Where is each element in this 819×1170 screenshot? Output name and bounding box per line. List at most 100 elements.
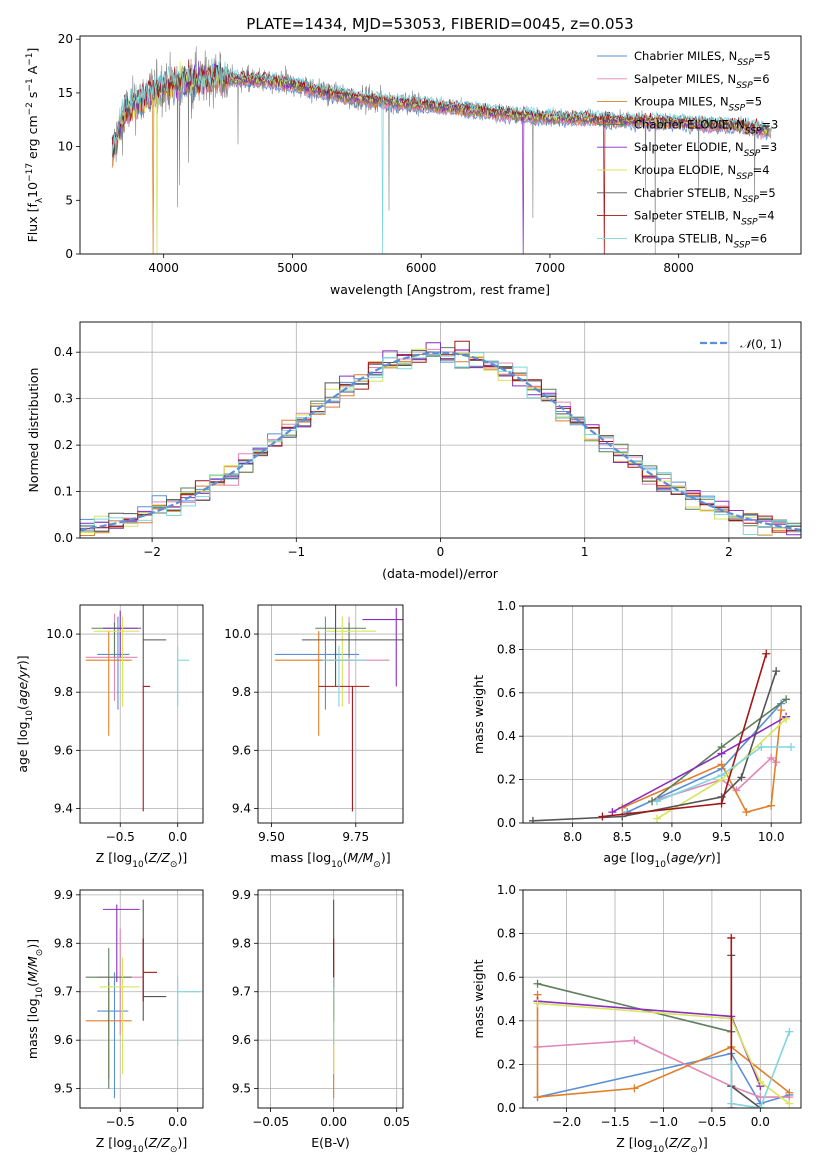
legend-label: Chabrier MILES, NSSP=5: [634, 49, 771, 68]
y-tick-label: 0.8: [497, 927, 516, 941]
y-tick-label: 9.9: [54, 888, 73, 902]
legend-label-part: Chabrier ELODIE, N: [634, 117, 745, 131]
y-tick-label: 0.4: [497, 729, 516, 743]
legend-label-part: =3: [761, 117, 778, 131]
weight-marker: [630, 1036, 639, 1045]
weight-marker: [785, 1088, 794, 1097]
model-spectrum-kroupa-stelib: [111, 57, 770, 254]
x-axis-label-part: )]: [698, 1135, 708, 1150]
y-axis-label-part: age [log: [15, 721, 30, 772]
y-tick-label: 15: [58, 86, 73, 100]
weight-line-salpeter-elodie: [537, 1000, 762, 1087]
weight-marker: [533, 979, 542, 988]
x-axis-label-part: ⊙: [690, 1145, 698, 1155]
legend-label-part: =5: [759, 186, 776, 200]
y-axis-label: mass [log10(M/M⊙)]: [25, 939, 45, 1059]
y-axis-label-part: −17: [25, 163, 35, 182]
x-tick-label: 0.05: [383, 1115, 410, 1129]
y-tick-label: 0.3: [54, 392, 73, 406]
y-tick-label: 9.7: [232, 985, 251, 999]
weight-marker: [528, 816, 537, 823]
y-axis-label-part: Flux [f: [25, 203, 40, 243]
weight-marker: [727, 933, 736, 942]
plot-area: [80, 340, 801, 536]
axes-frame: [522, 605, 802, 824]
residuals-panel: −2 −1 0 1 2 0.0 0.1 0.2 0.3 0.4 𝒩(0, 1) (data-model…: [26, 321, 802, 581]
x-tick-label: −2: [143, 545, 161, 559]
y-axis-label-part: 10: [35, 987, 45, 999]
y-axis-label: Flux [fλ10−17 erg cm−2 s−1 A−1]: [25, 48, 45, 243]
weight-marker: [727, 1099, 736, 1108]
x-tick-label: −0.5: [697, 1115, 726, 1129]
y-tick-label: 0.8: [497, 642, 516, 656]
y-axis-label-part: 10: [25, 182, 40, 198]
y-tick-label: 0.2: [54, 438, 73, 452]
y-tick-label: 9.5: [54, 1082, 73, 1096]
y-axis-label-part: A: [25, 65, 40, 78]
y-tick-label: 20: [58, 32, 73, 46]
x-tick-label: −2.0: [552, 1115, 581, 1129]
legend-label: Kroupa ELODIE, NSSP=4: [634, 163, 770, 182]
x-axis-label-part: 10: [653, 1145, 665, 1155]
x-axis-label-part: )]: [177, 850, 187, 865]
legend-label-part: SSP: [729, 104, 746, 114]
legend-label: Chabrier STELIB, NSSP=5: [634, 186, 776, 205]
weight-marker: [772, 667, 781, 676]
axes-frame: [79, 604, 204, 824]
x-axis-label-part: (: [144, 850, 149, 865]
y-axis-label-part: )]: [25, 939, 40, 949]
y-tick-label: 9.9: [232, 888, 251, 902]
y-tick-label: 10: [58, 140, 73, 154]
weight-marker: [756, 1077, 765, 1086]
y-tick-label: 5: [65, 193, 73, 207]
y-axis-label-part: ]: [25, 48, 40, 53]
axes-frame: [257, 604, 404, 824]
x-tick-label: −0.05: [252, 1115, 289, 1129]
x-tick-label: 4000: [148, 261, 179, 275]
y-tick-label: 9.6: [54, 1033, 73, 1047]
weight-marker: [777, 706, 786, 715]
x-axis-label: wavelength [Angstrom, rest frame]: [330, 282, 550, 297]
x-axis-label: mass [log10(M/M⊙)]: [270, 850, 390, 870]
x-tick-label: −1.0: [649, 1115, 678, 1129]
y-tick-label: 9.8: [232, 685, 251, 699]
axes-frame: [79, 35, 802, 255]
y-tick-label: 1.0: [497, 883, 516, 897]
y-tick-label: 9.8: [54, 936, 73, 950]
x-axis-label-part: 10: [331, 860, 343, 870]
legend-label-part: Salpeter STELIB, N: [634, 209, 741, 223]
legend-label-part: SSP: [741, 218, 758, 228]
weight-line-kroupa-miles: [621, 710, 782, 814]
x-axis-label-part: (: [664, 1135, 669, 1150]
x-axis-label: Z [log10(Z/Z⊙)]: [96, 1135, 187, 1155]
y-axis-label-part: mass [log: [25, 998, 40, 1059]
y-tick-label: 9.6: [232, 743, 251, 757]
weight-marker: [767, 753, 776, 762]
y-tick-label: 0.2: [497, 1057, 516, 1071]
legend-label-part: Kroupa ELODIE, N: [634, 163, 736, 177]
x-tick-label: −0.5: [106, 1115, 135, 1129]
legend-label-part: SSP: [742, 195, 759, 205]
x-axis-label-part: 10: [132, 1145, 144, 1155]
legend-label: Kroupa STELIB, NSSP=6: [634, 231, 767, 250]
y-axis-label-part: −1: [25, 53, 35, 66]
weight-line-chabrier-elodie: [537, 982, 732, 1033]
weight-marker: [737, 773, 746, 782]
x-tick-label: 9.50: [258, 830, 285, 844]
legend-label-part: Salpeter ELODIE, N: [634, 140, 744, 154]
weight-line-kroupa-stelib: [656, 746, 792, 803]
weight-marker: [533, 999, 542, 1008]
plot-area: [274, 605, 403, 812]
mass-vs-z-panel: −0.5 0.09.59.69.79.89.9Z [log10(Z/Z⊙)]mas…: [25, 888, 204, 1155]
weight-marker: [727, 1060, 736, 1069]
x-tick-label: 9.5: [712, 830, 731, 844]
x-axis-label-part: M/M: [348, 850, 374, 865]
y-tick-label: 9.6: [232, 1033, 251, 1047]
y-axis-label-part: s: [25, 92, 40, 103]
weight-marker: [762, 649, 771, 658]
x-axis-label-part: mass [log: [270, 850, 331, 865]
normal-curve: [80, 351, 801, 531]
weight-marker: [782, 695, 791, 704]
x-tick-label: 5000: [277, 261, 308, 275]
weight-marker: [717, 760, 726, 769]
